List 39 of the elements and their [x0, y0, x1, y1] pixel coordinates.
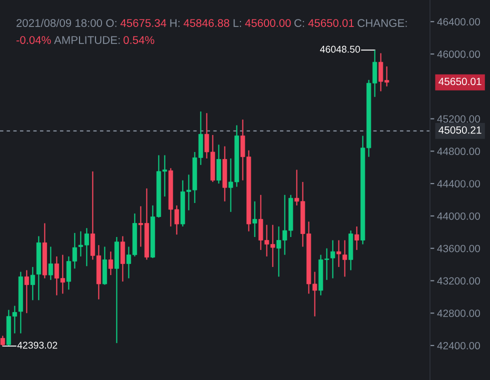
- y-tick-label: 42800.00: [437, 310, 480, 317]
- candlestick: [0, 335, 6, 347]
- annotation: AMPLITUDE:: [54, 36, 120, 44]
- annotation: H:: [170, 19, 180, 27]
- annotation: 45600.00: [245, 19, 291, 27]
- text: 45650.01: [438, 78, 482, 86]
- candlestick: [108, 251, 114, 276]
- annotation: 42393.02: [17, 342, 58, 349]
- candlestick: [330, 240, 336, 279]
- candlestick: [216, 144, 222, 184]
- y-tick-label: 43600.00: [437, 244, 480, 252]
- y-tick-label: 46000.00: [437, 50, 480, 58]
- candlestick: [48, 246, 54, 280]
- candlestick: [252, 200, 258, 238]
- annotation: 0.54%: [124, 36, 154, 44]
- annotation: 46048.50: [320, 46, 360, 53]
- candlestick: [354, 226, 360, 251]
- ref-line-label: 45050.21: [438, 126, 482, 134]
- candlestick: [24, 270, 30, 314]
- annotation: O:: [106, 19, 116, 27]
- annotation: 45650.01: [308, 19, 354, 27]
- candlestick: [336, 240, 342, 268]
- candlestick: [120, 236, 126, 282]
- annotation: 45675.34: [120, 19, 166, 27]
- y-tick-label: 46400.00: [437, 18, 480, 26]
- annotation: 2021/08/09 18:00: [16, 18, 102, 27]
- candlestick: [342, 240, 348, 278]
- y-tick-label: 42400.00: [437, 342, 480, 350]
- y-tick-label: 45200.00: [437, 115, 480, 123]
- candlestick: [30, 266, 36, 301]
- y-tick-label: 44000.00: [437, 212, 480, 220]
- annotation: L:: [234, 19, 241, 27]
- y-tick-label: 44800.00: [437, 148, 480, 156]
- annotation: -0.04%: [16, 36, 51, 44]
- y-tick-label: 44400.00: [437, 180, 480, 188]
- annotation: C:: [294, 19, 304, 27]
- y-tick-label: 43200.00: [437, 277, 480, 285]
- annotation: 45846.88: [184, 19, 230, 27]
- annotation: CHANGE:: [358, 19, 407, 27]
